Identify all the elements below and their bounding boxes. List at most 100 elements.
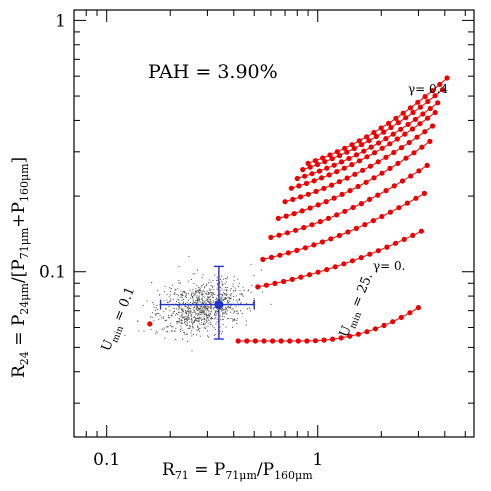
cloud-point	[185, 323, 187, 325]
model-point	[422, 94, 428, 100]
cloud-point	[176, 304, 178, 306]
model-point	[371, 129, 377, 136]
cloud-point	[202, 317, 204, 319]
cloud-point	[212, 289, 214, 291]
cloud-point	[191, 319, 193, 321]
cloud-point	[193, 301, 195, 303]
model-point	[371, 175, 377, 181]
cloud-point	[198, 308, 200, 309]
cloud-point	[197, 305, 199, 307]
cloud-point	[206, 315, 208, 317]
cloud-point	[235, 310, 237, 312]
cloud-point	[211, 318, 213, 320]
cloud-point	[184, 312, 186, 314]
model-point	[364, 154, 370, 160]
cloud-point	[221, 283, 223, 285]
cloud-point	[210, 323, 212, 325]
cloud-point	[197, 306, 199, 308]
cloud-point	[238, 299, 240, 301]
cloud-point	[185, 297, 187, 298]
model-point	[403, 155, 409, 161]
cloud-point	[201, 293, 203, 295]
cloud-point	[194, 312, 196, 314]
cloud-point	[184, 317, 186, 319]
model-point	[411, 150, 417, 156]
model-point	[289, 276, 295, 282]
cloud-point	[151, 282, 153, 283]
model-point	[288, 185, 294, 191]
model-point	[326, 172, 332, 178]
cloud-point	[226, 290, 227, 292]
model-point	[298, 274, 304, 280]
cloud-point	[220, 275, 222, 277]
cloud-point	[181, 320, 183, 321]
cloud-point	[213, 308, 215, 310]
model-point	[323, 199, 329, 205]
cloud-point	[215, 307, 217, 309]
cloud-point	[199, 311, 201, 313]
model-point	[393, 240, 399, 246]
cloud-point	[186, 293, 187, 295]
cloud-point	[205, 293, 207, 295]
cloud-point	[193, 295, 195, 297]
cloud-point	[161, 328, 163, 330]
cloud-point	[195, 319, 197, 321]
cloud-point	[180, 319, 182, 321]
model-point	[398, 145, 405, 151]
cloud-point	[156, 332, 158, 333]
cloud-point	[203, 327, 205, 329]
cloud-point	[241, 294, 243, 296]
cloud-point	[232, 286, 234, 288]
cloud-point	[220, 310, 222, 312]
model-point	[301, 225, 307, 231]
model-point	[391, 183, 397, 189]
cloud-point	[209, 279, 210, 281]
cloud-point	[170, 300, 171, 302]
cloud-point	[231, 309, 233, 311]
cloud-point	[174, 314, 176, 316]
model-point	[356, 158, 363, 164]
cloud-point	[161, 317, 163, 319]
cloud-point	[214, 329, 216, 330]
cloud-point	[185, 306, 187, 308]
cloud-point	[225, 309, 227, 311]
cloud-point	[197, 307, 199, 309]
cloud-point	[216, 310, 217, 312]
cloud-point	[183, 316, 185, 318]
cloud-point	[169, 310, 171, 312]
cloud-point	[221, 330, 223, 332]
cloud-point	[180, 320, 182, 322]
model-point	[402, 131, 408, 137]
model-point	[409, 126, 416, 132]
cloud-point	[167, 326, 169, 328]
model-point	[387, 165, 393, 171]
cloud-point	[186, 312, 188, 314]
cloud-point	[157, 309, 159, 310]
cloud-point	[190, 305, 192, 307]
model-point	[399, 178, 406, 184]
cloud-point	[192, 327, 194, 329]
axis-ticks: 0.1 1 0.1 1	[39, 10, 474, 470]
cloud-point	[193, 309, 195, 311]
cloud-point	[195, 313, 197, 315]
model-point	[347, 188, 353, 194]
cloud-point	[212, 302, 214, 303]
cloud-point	[200, 311, 202, 313]
cloud-point	[184, 334, 186, 336]
cloud-point	[236, 323, 238, 325]
cloud-point	[208, 306, 210, 308]
cloud-point	[190, 314, 192, 316]
cloud-point	[230, 288, 232, 289]
cloud-point	[183, 308, 185, 310]
model-point	[334, 212, 340, 218]
cloud-point	[191, 313, 193, 315]
cloud-point	[224, 308, 226, 310]
cloud-point	[184, 319, 185, 321]
cloud-point	[216, 321, 218, 323]
cloud-point	[209, 290, 211, 291]
cloud-point	[252, 302, 254, 304]
model-point	[338, 335, 344, 341]
model-point	[364, 329, 370, 335]
cloud-point	[184, 319, 186, 321]
cloud-point	[221, 309, 223, 311]
